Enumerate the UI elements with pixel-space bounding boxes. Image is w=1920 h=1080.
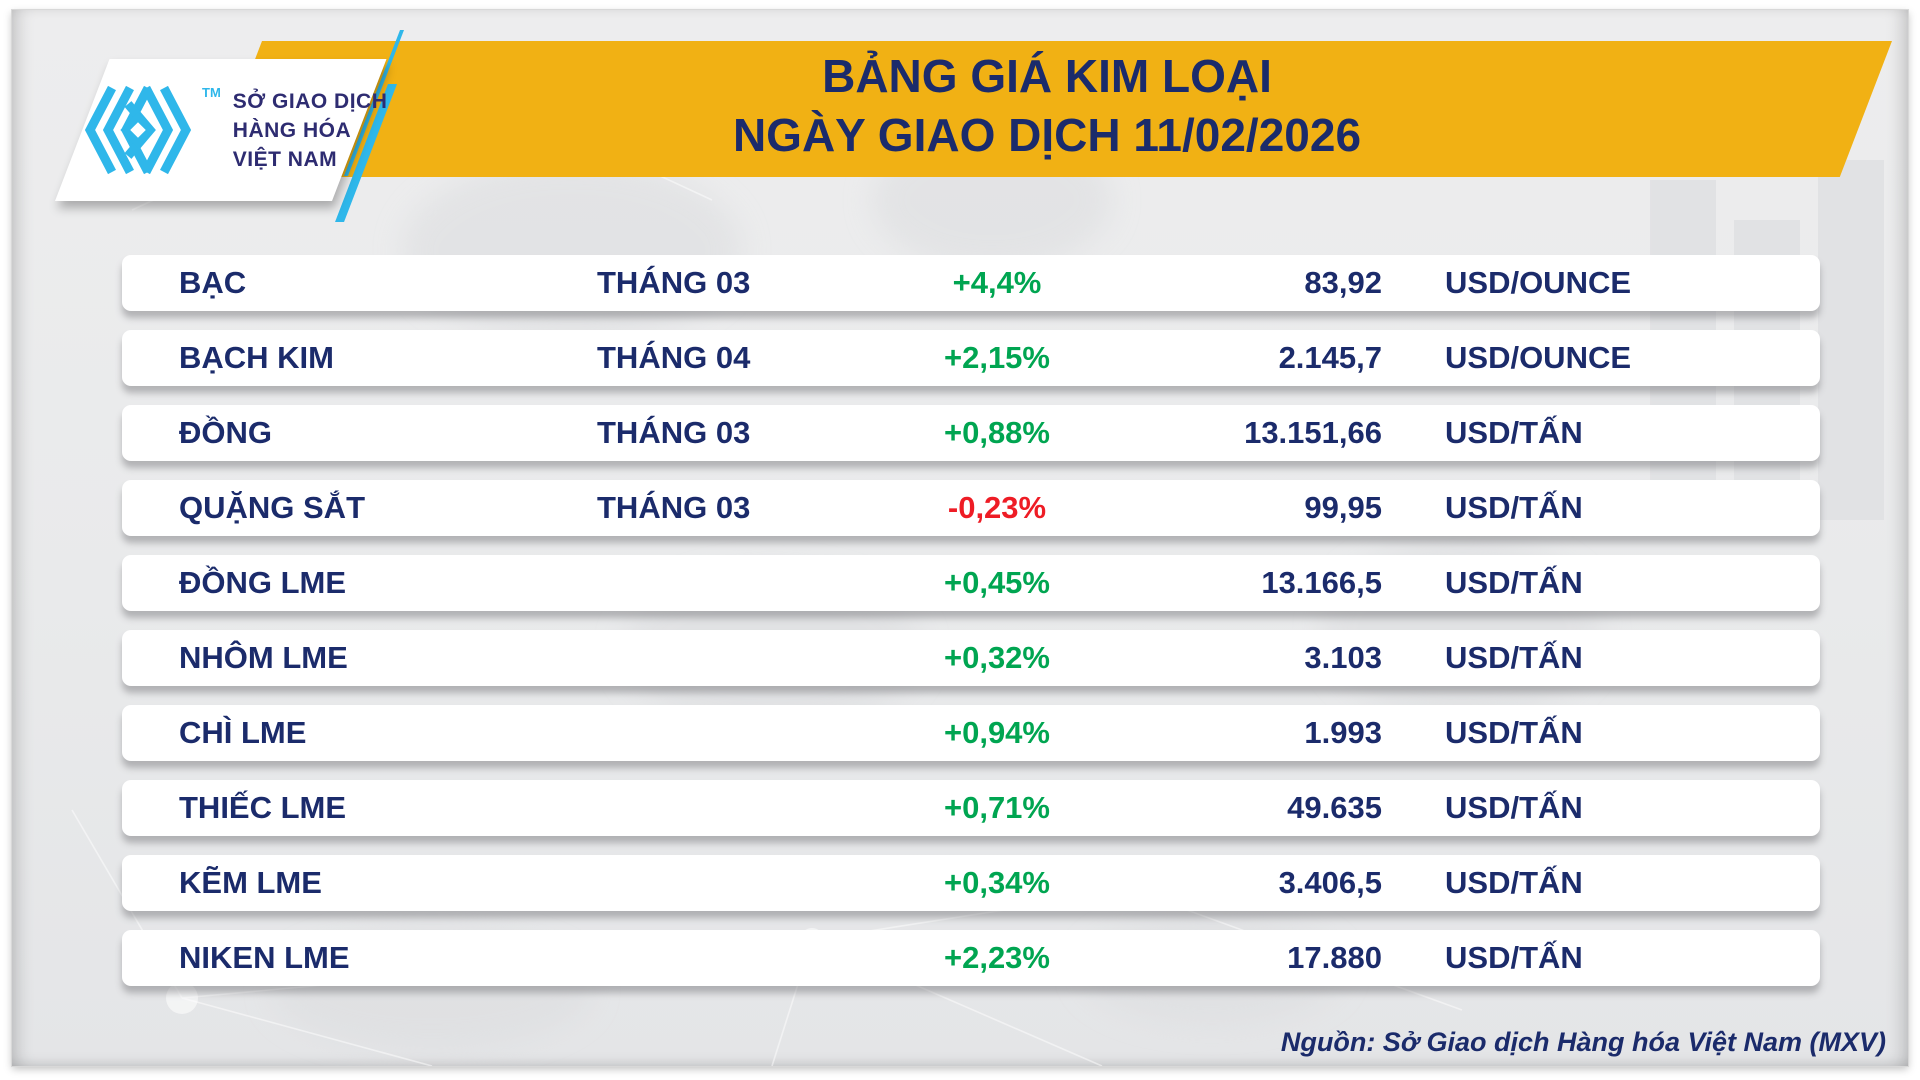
table-row: NHÔM LME +0,32% 3.103 USD/TẤN [122, 630, 1820, 686]
change-percent: +4,4% [952, 265, 1042, 300]
change-percent: +2,15% [943, 340, 1050, 375]
price-value: 3.103 [1304, 640, 1382, 675]
commodity-name: KẼM LME [179, 865, 322, 900]
logo-line-3: VIỆT NAM [232, 147, 338, 171]
page-title-line2: NGÀY GIAO DỊCH 11/02/2026 [732, 109, 1362, 161]
mxv-logo-mark [84, 85, 192, 175]
price-unit: USD/TẤN [1445, 715, 1583, 750]
price-value: 1.993 [1304, 715, 1382, 750]
page-title: BẢNG GIÁ KIM LOẠI NGÀY GIAO DỊCH 11/02/2… [597, 47, 1497, 165]
commodity-name: NIKEN LME [179, 940, 350, 975]
change-percent: +0,94% [943, 715, 1050, 750]
price-value: 17.880 [1287, 940, 1382, 975]
source-note: Nguồn: Sở Giao dịch Hàng hóa Việt Nam (M… [1280, 1027, 1886, 1057]
infographic-canvas: TM SỞ GIAO DỊCH HÀNG HÓA VIỆT NAM BẢNG G… [12, 10, 1908, 1066]
change-percent: +0,88% [943, 415, 1050, 450]
commodity-name: ĐỒNG [179, 415, 272, 450]
commodity-name: ĐỒNG LME [179, 565, 347, 600]
table-row: CHÌ LME +0,94% 1.993 USD/TẤN [122, 705, 1820, 761]
commodity-name: CHÌ LME [179, 715, 307, 750]
contract-month: THÁNG 04 [597, 340, 751, 375]
mxv-logo: TM SỞ GIAO DỊCH HÀNG HÓA VIỆT NAM [76, 70, 387, 190]
price-value: 99,95 [1304, 490, 1382, 525]
price-unit: USD/TẤN [1445, 640, 1583, 675]
commodity-name: BẠCH KIM [179, 340, 334, 375]
change-percent: -0,23% [947, 490, 1047, 525]
price-value: 13.166,5 [1261, 565, 1382, 600]
table-row: THIẾC LME +0,71% 49.635 USD/TẤN [122, 780, 1820, 836]
price-table: BẠC THÁNG 03 +4,4% 83,92 USD/OUNCE BẠCH … [122, 255, 1820, 1005]
commodity-name: NHÔM LME [179, 640, 348, 675]
table-row: QUẶNG SẮT THÁNG 03 -0,23% 99,95 USD/TẤN [122, 480, 1820, 536]
price-unit: USD/TẤN [1445, 490, 1583, 525]
change-percent: +0,34% [943, 865, 1050, 900]
logo-line-2: HÀNG HÓA [232, 118, 352, 142]
price-value: 49.635 [1287, 790, 1382, 825]
price-value: 2.145,7 [1278, 340, 1382, 375]
contract-month: THÁNG 03 [597, 415, 751, 450]
price-unit: USD/OUNCE [1445, 340, 1632, 375]
page-title-line1: BẢNG GIÁ KIM LOẠI [822, 50, 1272, 102]
commodity-name: BẠC [179, 265, 247, 300]
change-percent: +0,71% [943, 790, 1050, 825]
table-row: ĐỒNG THÁNG 03 +0,88% 13.151,66 USD/TẤN [122, 405, 1820, 461]
table-row: BẠC THÁNG 03 +4,4% 83,92 USD/OUNCE [122, 255, 1820, 311]
price-unit: USD/TẤN [1445, 565, 1583, 600]
logo-wordmark: SỞ GIAO DỊCH HÀNG HÓA VIỆT NAM [233, 87, 388, 174]
contract-month: THÁNG 03 [597, 265, 751, 300]
table-row: KẼM LME +0,34% 3.406,5 USD/TẤN [122, 855, 1820, 911]
price-unit: USD/OUNCE [1445, 265, 1632, 300]
price-value: 83,92 [1304, 265, 1382, 300]
price-unit: USD/TẤN [1445, 790, 1583, 825]
logo-line-1: SỞ GIAO DỊCH [232, 89, 388, 113]
price-unit: USD/TẤN [1445, 865, 1583, 900]
price-value: 3.406,5 [1278, 865, 1382, 900]
change-percent: +0,32% [943, 640, 1050, 675]
table-row: BẠCH KIM THÁNG 04 +2,15% 2.145,7 USD/OUN… [122, 330, 1820, 386]
trademark-mark: TM [202, 84, 221, 100]
table-row: NIKEN LME +2,23% 17.880 USD/TẤN [122, 930, 1820, 986]
contract-month: THÁNG 03 [597, 490, 751, 525]
table-row: ĐỒNG LME +0,45% 13.166,5 USD/TẤN [122, 555, 1820, 611]
commodity-name: THIẾC LME [179, 790, 347, 825]
change-percent: +2,23% [943, 940, 1050, 975]
price-value: 13.151,66 [1244, 415, 1382, 450]
change-percent: +0,45% [943, 565, 1050, 600]
price-unit: USD/TẤN [1445, 415, 1583, 450]
price-unit: USD/TẤN [1445, 940, 1583, 975]
commodity-name: QUẶNG SẮT [179, 490, 365, 525]
